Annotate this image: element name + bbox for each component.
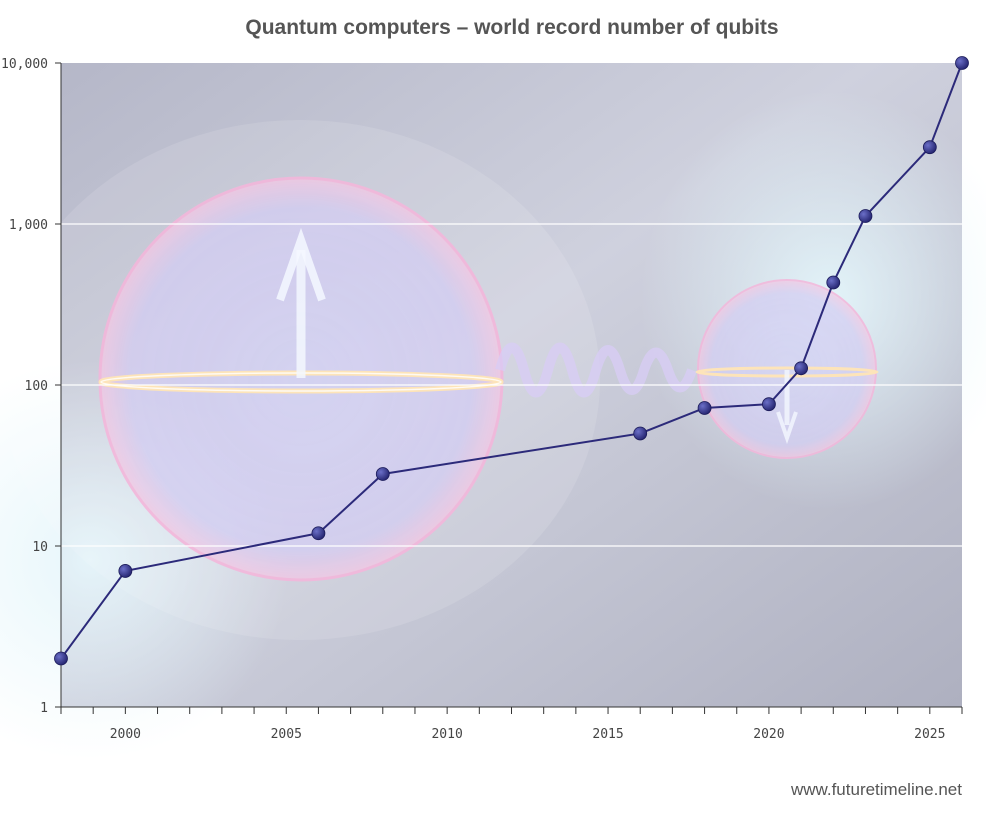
x-axis-tick-labels: 2000 2005 2010 2015 2020 2025: [110, 727, 946, 742]
x-tick-label: 2010: [431, 727, 462, 742]
x-tick-label: 2025: [914, 727, 945, 742]
y-tick-label: 1,000: [9, 218, 48, 233]
axes: [55, 62, 963, 714]
data-point: [762, 397, 776, 412]
data-point: [794, 361, 809, 376]
data-point: [118, 564, 133, 578]
y-tick-label: 100: [25, 379, 48, 394]
data-point: [54, 651, 68, 666]
data-point: [375, 467, 390, 481]
data-point: [858, 209, 873, 223]
x-tick-label: 2005: [271, 727, 302, 742]
data-point: [955, 56, 969, 70]
gridlines: [61, 223, 962, 547]
y-tick-label: 1: [40, 701, 48, 716]
y-tick-label: 10,000: [1, 57, 48, 72]
y-axis-tick-labels: 1 10 100 1,000 10,000: [1, 57, 48, 716]
chart-title: Quantum computers – world record number …: [245, 16, 779, 39]
x-tick-label: 2000: [110, 727, 141, 742]
data-point: [826, 275, 841, 290]
data-point: [311, 526, 326, 541]
data-point: [633, 426, 648, 441]
data-points: [54, 56, 969, 666]
y-tick-label: 10: [32, 540, 48, 555]
x-tick-label: 2015: [592, 727, 623, 742]
data-point: [697, 401, 712, 415]
series-line: [60, 62, 963, 660]
x-tick-label: 2020: [753, 727, 784, 742]
series-polyline: [60, 62, 963, 660]
source-credit: www.futuretimeline.net: [790, 780, 962, 799]
data-point: [922, 140, 937, 155]
